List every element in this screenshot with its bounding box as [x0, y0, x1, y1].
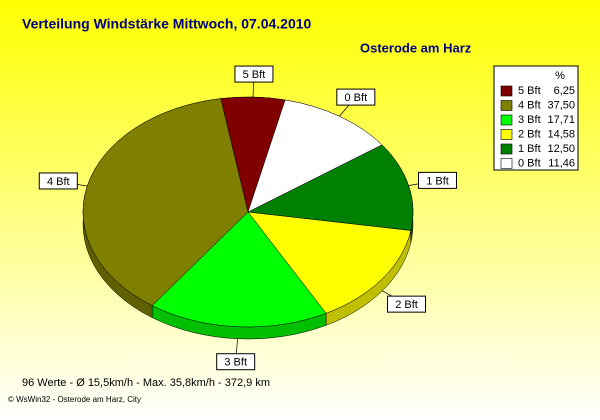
slice-label-box: [234, 65, 274, 83]
slice-label-box: [387, 295, 427, 313]
slice-label-box: [336, 88, 376, 106]
pie-slice: [247, 144, 414, 231]
legend-value: 37,50: [547, 99, 575, 111]
legend-label: 1 Bft: [518, 143, 541, 155]
legend-label: 2 Bft: [518, 128, 541, 140]
legend-swatch: [500, 143, 513, 155]
slice-label: 0 Bft: [345, 92, 368, 104]
legend-swatch: [500, 158, 513, 169]
slice-label: 4 Bft: [47, 176, 70, 188]
slice-label: 1 Bft: [426, 175, 449, 187]
legend-value: 12,50: [547, 143, 575, 155]
slice-label-box: [418, 171, 458, 189]
legend-label: 4 Bft: [518, 99, 541, 111]
pie-slice: [151, 211, 327, 328]
legend-label: 0 Bft: [518, 157, 541, 169]
chart-subtitle: Osterode am Harz: [360, 40, 472, 55]
pie-slice: [247, 211, 412, 314]
footer-copyright: © WsWin32 - Osterode am Harz, City: [8, 395, 141, 404]
slice-label: 5 Bft: [243, 69, 266, 81]
slice-label: 3 Bft: [224, 357, 247, 369]
footer-stats: 96 Werte - Ø 15,5km/h - Max. 35,8km/h - …: [22, 377, 270, 389]
legend-value: 17,71: [547, 114, 575, 126]
pie-slice: [82, 98, 249, 306]
legend-value: 6,25: [554, 85, 575, 97]
legend-label: 5 Bft: [518, 85, 541, 97]
chart-title: Verteilung Windstärke Mittwoch, 07.04.20…: [22, 16, 312, 32]
legend-swatch: [500, 85, 513, 97]
legend-swatch: [500, 129, 513, 140]
slice-label: 2 Bft: [395, 299, 418, 311]
legend-label: 3 Bft: [518, 114, 541, 126]
legend-swatch: [500, 114, 513, 126]
legend-title: %: [555, 70, 565, 82]
legend-value: 14,58: [547, 128, 575, 140]
slice-label-box: [216, 353, 256, 371]
legend-value: 11,46: [548, 157, 575, 169]
legend-swatch: [500, 100, 513, 111]
slice-label-box: [38, 172, 78, 190]
